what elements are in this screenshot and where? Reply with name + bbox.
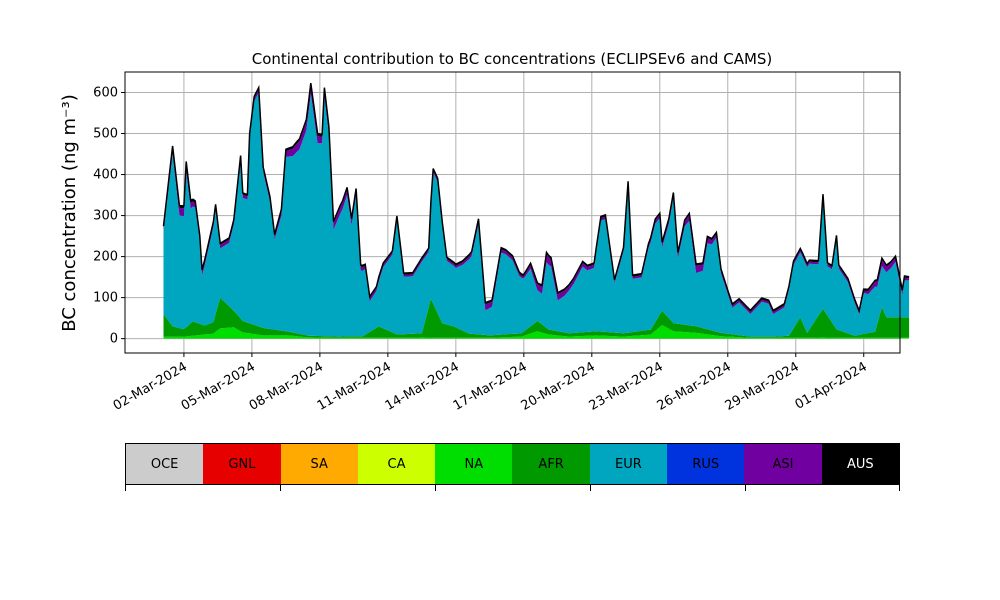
colorbar-tick	[435, 485, 436, 491]
area-na	[163, 325, 910, 339]
x-tick-label: 08-Mar-2024	[247, 359, 326, 413]
y-axis-label: BC concentration (ng m⁻³)	[59, 94, 80, 332]
legend-item-rus: RUS	[667, 444, 745, 484]
legend-item-eur: EUR	[589, 444, 668, 484]
x-tick-label: 20-Mar-2024	[519, 359, 598, 413]
x-tick-label: 23-Mar-2024	[587, 359, 666, 413]
legend-item-asi: ASI	[744, 444, 822, 484]
y-tick-label: 600	[93, 86, 118, 101]
y-tick-label: 500	[93, 127, 118, 142]
y-tick-label: 300	[93, 209, 118, 224]
legend-item-aus: AUS	[821, 444, 899, 484]
chart-title: Continental contribution to BC concentra…	[252, 50, 773, 68]
legend-item-afr: AFR	[512, 444, 590, 484]
x-tick-label: 26-Mar-2024	[655, 359, 734, 413]
x-tick-label: 01-Apr-2024	[793, 359, 870, 412]
area-afr	[163, 297, 910, 338]
colorbar-legend: OCE GNL SA CA NA AFR EUR RUS ASI AUS	[125, 443, 900, 485]
y-tick-label: 200	[93, 250, 118, 265]
x-tick-label: 05-Mar-2024	[179, 359, 258, 413]
colorbar-ticks	[125, 485, 900, 493]
total-outline	[162, 82, 910, 314]
x-tick-label: 02-Mar-2024	[111, 359, 190, 413]
colorbar-tick	[280, 485, 281, 491]
x-tick-label: 14-Mar-2024	[383, 359, 462, 413]
x-tick-label: 17-Mar-2024	[451, 359, 530, 413]
y-tick-label: 400	[93, 168, 118, 183]
legend-item-oce: OCE	[126, 444, 204, 484]
x-tick-label: 29-Mar-2024	[723, 359, 802, 413]
colorbar-tick	[125, 485, 126, 491]
legend-item-na: NA	[435, 444, 513, 484]
colorbar-tick	[590, 485, 591, 491]
legend-item-ca: CA	[357, 444, 436, 484]
area-layer	[162, 82, 910, 339]
legend-item-gnl: GNL	[203, 444, 281, 484]
y-tick-label: 100	[93, 291, 118, 306]
colorbar-tick	[745, 485, 746, 491]
colorbar-tick	[899, 485, 900, 491]
y-tick-label: 0	[110, 332, 118, 347]
plot-frame	[124, 71, 901, 354]
area-eur	[163, 92, 910, 337]
legend-item-sa: SA	[280, 444, 358, 484]
x-tick-label: 11-Mar-2024	[315, 359, 394, 413]
